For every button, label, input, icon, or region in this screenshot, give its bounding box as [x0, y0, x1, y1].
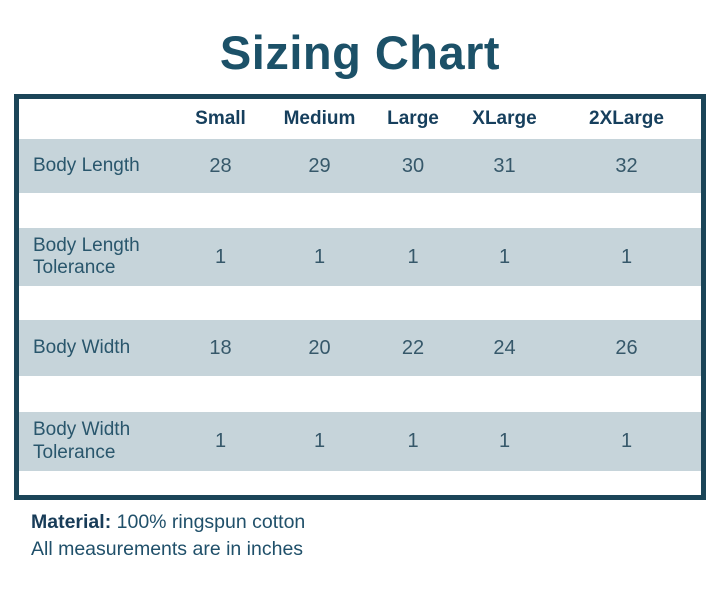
cell-value: 1: [498, 430, 511, 453]
page: Sizing Chart Small Medium Large XLarge 2…: [0, 26, 720, 563]
row-label: Body Length: [33, 154, 140, 176]
column-header-small: Small: [195, 108, 246, 130]
sizing-table: Small Medium Large XLarge 2XLarge Body L…: [14, 94, 706, 501]
column-header-medium: Medium: [283, 108, 356, 130]
cell-value: 18: [209, 336, 232, 359]
table-row-body-length-tolerance: Body Length Tolerance 1 1 1 1 1: [19, 228, 701, 287]
row-label: Body Width Tolerance: [33, 419, 131, 463]
column-header-2xlarge: 2XLarge: [589, 108, 664, 130]
cell-value: 30: [401, 154, 425, 177]
column-header-xlarge: XLarge: [472, 108, 537, 130]
footer-notes: Material: 100% ringspun cotton All measu…: [31, 509, 720, 563]
table-bottom-padding: [19, 471, 701, 496]
material-label: Material:: [31, 511, 112, 534]
material-line: Material: 100% ringspun cotton: [31, 509, 720, 536]
table-header-row: Small Medium Large XLarge 2XLarge: [19, 99, 701, 139]
cell-value: 1: [407, 245, 419, 268]
cell-value: 31: [493, 154, 516, 177]
cell-value: 1: [407, 430, 419, 453]
cell-value: 24: [493, 336, 516, 359]
material-value: 100% ringspun cotton: [116, 511, 306, 534]
cell-value: 29: [308, 154, 331, 177]
row-label: Body Width: [33, 336, 131, 358]
cell-value: 22: [401, 336, 425, 359]
cell-value: 1: [214, 430, 227, 453]
table-row-body-length: Body Length 28 29 30 31 32: [19, 139, 701, 194]
cell-value: 1: [313, 430, 326, 453]
cell-value: 28: [209, 154, 232, 177]
cell-value: 1: [498, 245, 511, 268]
cell-value: 1: [620, 430, 633, 453]
table-row-body-width-tolerance: Body Width Tolerance 1 1 1 1 1: [19, 412, 701, 472]
row-label: Body Length Tolerance: [33, 234, 140, 279]
column-header-large: Large: [387, 108, 439, 130]
table-row-body-width: Body Width 18 20 22 24 26: [19, 320, 701, 377]
cell-value: 1: [313, 245, 326, 268]
cell-value: 1: [620, 245, 633, 268]
row-gap: [19, 376, 701, 413]
row-gap: [19, 286, 701, 321]
cell-value: 32: [615, 154, 638, 177]
cell-value: 1: [214, 245, 227, 268]
row-gap: [19, 193, 701, 229]
cell-value: 20: [308, 336, 331, 359]
page-title: Sizing Chart: [219, 26, 501, 79]
cell-value: 26: [615, 336, 638, 359]
measurement-note: All measurements are in inches: [31, 537, 304, 560]
